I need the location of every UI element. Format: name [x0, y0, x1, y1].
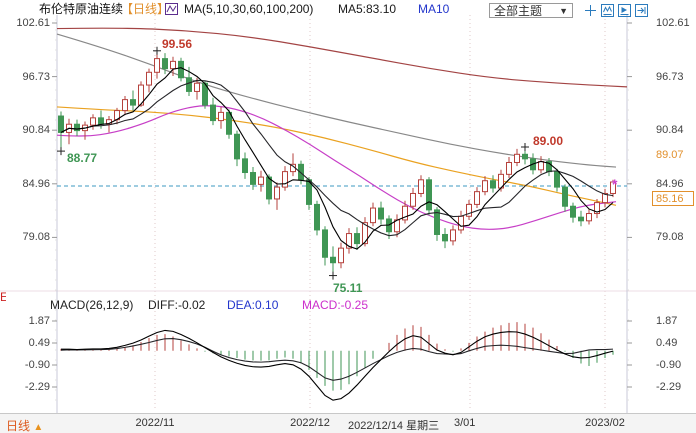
annotation-high-nov: 99.56	[162, 37, 193, 51]
next-page-icon[interactable]	[635, 4, 648, 17]
macd-axis-label-left: 1.87	[28, 315, 50, 327]
price-axis-label-right: 79.08	[656, 231, 684, 244]
theme-dropdown[interactable]: 全部主题 ▼	[489, 3, 573, 18]
time-axis-label: 2022/11	[135, 417, 175, 429]
price-axis-label-left: 90.84	[22, 124, 50, 137]
instrument-title: 布伦特原油连续	[39, 2, 124, 16]
ma10-label: MA10	[418, 2, 450, 16]
ma-group-label[interactable]: MA(5,10,30,60,100,200)	[184, 2, 314, 16]
price-axis-label-left: 79.08	[22, 231, 50, 244]
time-axis-label: 2023/02	[585, 417, 625, 429]
time-axis-strip	[0, 413, 696, 433]
annotation-low-dec: 75.11	[333, 281, 363, 295]
chart-window-icon[interactable]	[165, 3, 178, 18]
price-axis-label-right: 96.73	[656, 70, 684, 83]
price-axis-label-right: 84.96	[656, 177, 684, 190]
annotation-low-start: 88.77	[67, 151, 98, 165]
macd-axis-label-right: -2.29	[656, 381, 682, 393]
right-axis-ma-value: 89.07	[656, 149, 684, 161]
period-label: 日线	[6, 419, 31, 433]
price-axis-label-left: 102.61	[16, 17, 50, 29]
time-axis-label: 2022/12	[290, 417, 330, 429]
price-axis-label-right: 102.61	[656, 17, 690, 29]
zoom-play-icon[interactable]	[618, 4, 631, 17]
ma5-value-label: MA5:83.10	[338, 2, 397, 16]
chevron-down-icon: ▼	[559, 5, 568, 16]
macd-axis-label-left: 0.49	[28, 337, 50, 349]
macd-diff-value: DIFF:-0.02	[148, 298, 206, 312]
last-price-star-marker: *	[612, 176, 618, 192]
price-axis-label-left: 84.96	[22, 177, 50, 190]
macd-axis-label-right: 0.49	[656, 337, 678, 349]
macd-axis-label-left: -2.29	[24, 381, 50, 393]
triangle-up-icon: ▲	[33, 422, 44, 433]
macd-value: MACD:-0.25	[302, 298, 369, 312]
period-selector-button[interactable]: 日线 ▲	[6, 417, 43, 433]
annotation-high-jan: 89.00	[533, 134, 564, 148]
macd-axis-label-right: -0.90	[656, 359, 682, 371]
macd-axis-label-right: 1.87	[656, 315, 678, 327]
crosshair-date-label: 2022/12/14 星期三	[348, 420, 440, 432]
crosshair-tool-icon[interactable]	[584, 4, 597, 17]
macd-dea-value: DEA:0.10	[227, 298, 279, 312]
theme-dropdown-label: 全部主题	[494, 4, 543, 18]
indicator-window-icon[interactable]	[601, 4, 614, 17]
price-axis-label-left: 96.73	[22, 70, 50, 83]
price-axis-label-right: 90.84	[656, 124, 684, 137]
macd-axis-label-left: -0.90	[24, 359, 50, 371]
period-tag: 【日线】	[121, 2, 170, 16]
left-edge-partial-glyph: E	[0, 291, 6, 304]
last-price-badge: 85.16	[652, 191, 694, 206]
macd-params-label[interactable]: MACD(26,12,9)	[50, 298, 134, 312]
time-axis-label: 3/01	[454, 417, 476, 429]
